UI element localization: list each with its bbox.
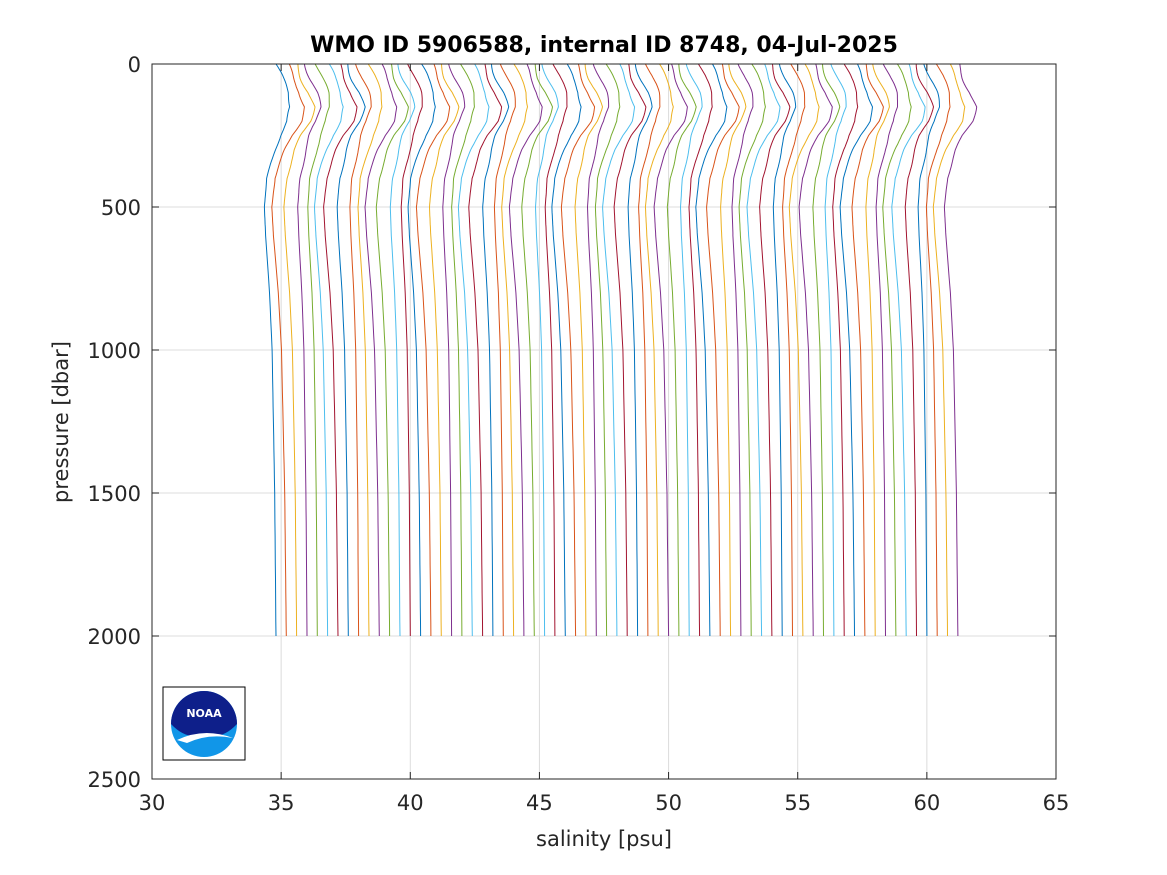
profile-line	[544, 63, 568, 637]
profile-line	[263, 63, 291, 637]
profile-line	[943, 63, 978, 637]
y-tick-label: 1500	[88, 482, 141, 506]
axes: 30 35 40 45 50 55 60 65 0 500 1000 1500 2000 2500	[88, 53, 1070, 815]
profile-line	[666, 63, 697, 637]
profile-line	[720, 63, 747, 637]
profile-line	[627, 63, 653, 637]
profile-line	[798, 63, 833, 637]
profile-line	[594, 63, 621, 637]
profile-line	[925, 63, 951, 637]
noaa-logo: NOAA	[162, 686, 246, 761]
profile-line	[738, 63, 766, 637]
profile-line	[644, 63, 674, 637]
profile-line	[415, 63, 451, 637]
chart-title: WMO ID 5906588, internal ID 8748, 04-Jul…	[310, 33, 898, 58]
profile-line	[613, 63, 647, 637]
profile-line	[271, 63, 305, 637]
profile-line	[875, 63, 898, 637]
profile-line	[824, 63, 847, 637]
profile-line	[891, 63, 926, 637]
profile-line	[602, 63, 636, 637]
y-tick-label: 0	[128, 53, 141, 77]
profile-line	[407, 63, 436, 637]
profile-line	[357, 63, 383, 637]
profile-line	[917, 63, 941, 637]
profile-line	[521, 63, 554, 637]
x-tick-label: 30	[139, 791, 166, 815]
profile-line	[688, 63, 713, 637]
x-tick-label: 55	[784, 791, 811, 815]
profile-line	[832, 63, 859, 637]
profile-line	[482, 63, 510, 637]
profile-line	[389, 63, 416, 637]
y-tick-label: 500	[101, 196, 141, 220]
profile-line	[782, 63, 806, 637]
profile-line	[882, 63, 912, 637]
profile-line	[731, 63, 754, 637]
profile-line	[706, 63, 740, 637]
profile-line	[865, 63, 890, 637]
profile-line	[400, 63, 423, 637]
profile-line	[839, 63, 874, 637]
profile-line	[323, 63, 358, 637]
profile-line	[551, 63, 582, 637]
profile-line	[746, 63, 781, 637]
profile-line	[904, 63, 935, 637]
y-axis-label: pressure [dbar]	[49, 341, 73, 503]
x-tick-label: 65	[1043, 791, 1070, 815]
profile-line	[375, 63, 409, 637]
x-tick-label: 40	[397, 791, 424, 815]
profile-line	[468, 63, 503, 637]
profile-line	[283, 63, 316, 637]
profile-line	[574, 63, 604, 637]
profile-line	[759, 63, 791, 637]
y-tick-label: 2000	[88, 625, 141, 649]
profile-line	[442, 63, 466, 637]
profile-line	[336, 63, 366, 637]
profile-line	[501, 63, 529, 637]
profile-line	[349, 63, 372, 637]
profile-line	[493, 63, 516, 637]
x-tick-label: 45	[526, 791, 553, 815]
profile-line	[932, 63, 966, 637]
profile-line	[508, 63, 543, 637]
profile-line	[428, 63, 460, 637]
profile-line	[534, 63, 559, 637]
noaa-logo-text: NOAA	[186, 707, 222, 720]
profile-line	[560, 63, 596, 637]
profile-line	[313, 63, 344, 637]
profile-line	[788, 63, 820, 637]
x-tick-label: 50	[655, 791, 682, 815]
profile-line	[679, 63, 703, 637]
profiles	[263, 63, 978, 637]
axis-box	[151, 63, 1057, 780]
profile-line	[695, 63, 728, 637]
profile-line	[307, 63, 330, 637]
profile-line	[851, 63, 884, 637]
profile-line	[364, 63, 398, 637]
profile-line	[638, 63, 661, 637]
profile-line	[653, 63, 688, 637]
profile-line	[457, 63, 490, 637]
profile-line	[586, 63, 610, 637]
x-axis-label: salinity [psu]	[536, 827, 672, 851]
profile-line	[812, 63, 841, 637]
y-tick-label: 2500	[88, 768, 141, 792]
profile-line	[451, 63, 475, 637]
x-tick-label: 60	[913, 791, 940, 815]
profile-line	[297, 63, 322, 637]
y-tick-label: 1000	[88, 339, 141, 363]
profile-line	[772, 63, 797, 637]
x-tick-label: 35	[268, 791, 295, 815]
